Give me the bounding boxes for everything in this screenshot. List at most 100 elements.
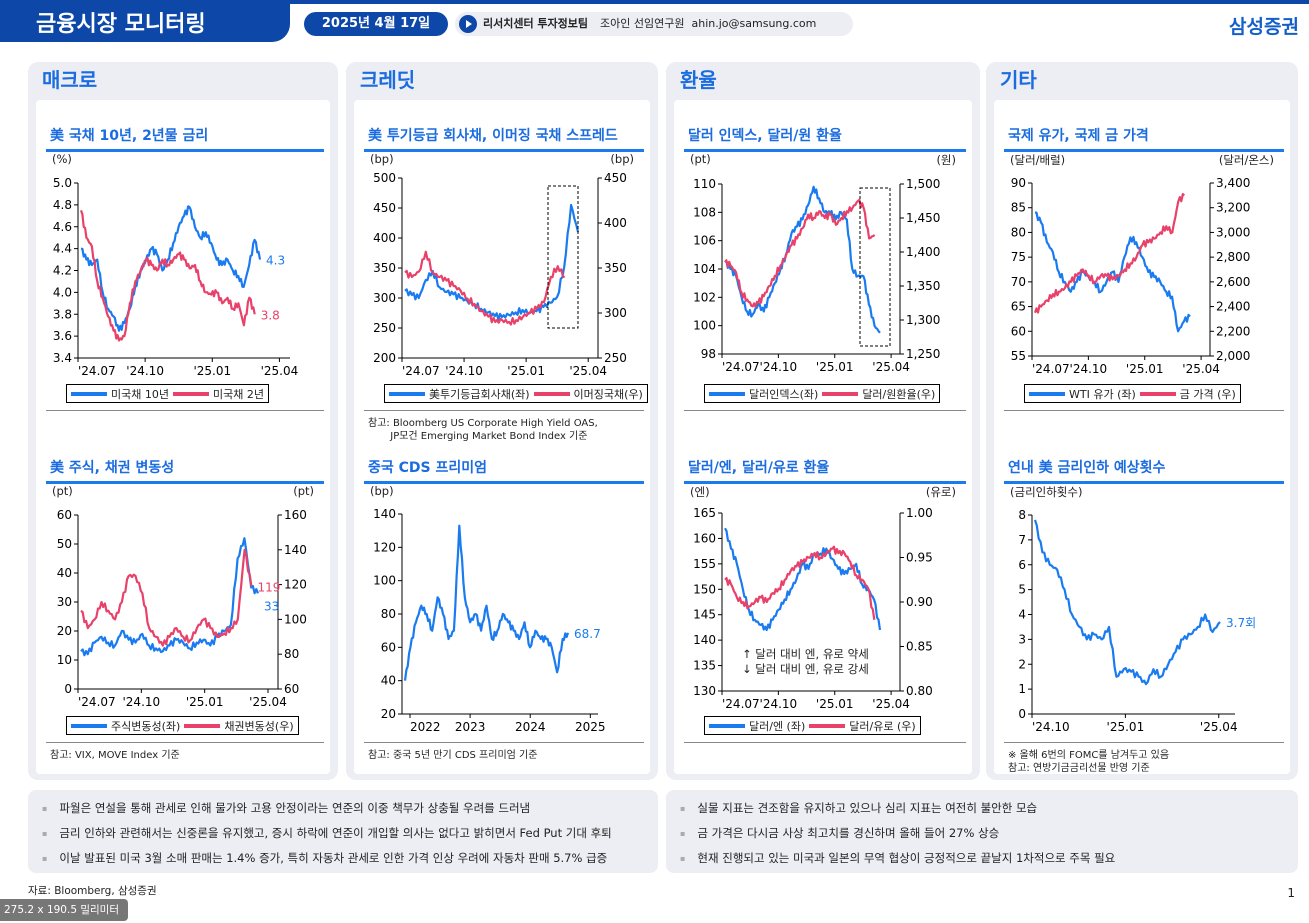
title-underline [1004,149,1284,152]
chart-title: 연내 美 금리인하 예상횟수 [1008,460,1166,476]
y-tick-label: 3 [1018,632,1026,646]
y-tick-label: 20 [381,707,396,721]
divider [1004,742,1284,743]
y-tick-label: 20 [57,624,72,638]
y-tick-label: 60 [381,640,396,654]
x-tick-label: '25.04 [249,695,287,709]
y-tick-label: 120 [373,540,396,554]
chart-legend: 주식변동성(좌) 채권변동성(우) [66,716,299,735]
y-tick-label: 145 [693,608,716,622]
x-tick-label: '24.10 [1070,362,1108,376]
y-tick-label: 102 [693,290,716,304]
chart-title: 美 국채 10년, 2년물 금리 [50,128,209,144]
y2-tick-label: 0.85 [906,640,933,654]
x-tick-label: '25.01 [507,364,545,378]
end-value-label: 3.7회 [1226,616,1256,630]
legend-swatch [1139,391,1176,396]
y-tick-label: 450 [373,201,396,215]
y-tick-label: 140 [693,633,716,647]
x-tick-label: '24.07 [78,364,116,378]
chart-note: ※ 올해 6번의 FOMC를 남겨두고 있음 [1008,750,1170,761]
y-tick-label: 350 [373,261,396,275]
legend-swatch [184,723,221,728]
right-axis-unit: (pt) [293,484,314,498]
header-rule [280,0,1309,4]
legend-label: 달러/유로 (우) [849,719,916,733]
y-tick-label: 65 [1011,300,1026,314]
end-value-label: 33 [264,599,279,613]
y-tick-label: 300 [373,291,396,305]
legend-label: 주식변동성(좌) [111,719,181,733]
y2-tick-label: 3,000 [1216,225,1250,239]
x-tick-label: '24.07 [78,695,116,709]
title-underline [46,481,324,484]
end-value-label: 4.3 [266,254,285,268]
play-icon [459,15,477,33]
x-tick-label: '24.10 [445,364,483,378]
bullet: 이날 발표된 미국 3월 소매 판매는 1.4% 증가, 특히 자동차 관세로 … [42,846,658,871]
commentary-other: 실물 지표는 견조함을 유지하고 있으나 심리 지표는 여전히 불안한 모습 금… [666,790,1298,873]
y2-tick-label: 0.90 [906,595,933,609]
y-tick-label: 3.8 [53,307,72,321]
y2-tick-label: 3,400 [1216,176,1250,190]
y-tick-label: 4.2 [53,264,72,278]
series-line [724,198,876,308]
divider [46,410,324,411]
report-date: 2025년 4월 17일 [304,12,448,36]
y-tick-label: 108 [693,205,716,219]
y-tick-label: 4.8 [53,198,72,212]
y-tick-label: 135 [693,659,716,673]
y-tick-label: 85 [1011,201,1026,215]
chart-note: 참고: Bloomberg US Corporate High Yield OA… [368,418,598,429]
y-tick-label: 40 [381,674,396,688]
title-underline [46,149,324,152]
legend-label: 달러인덱스(좌) [749,387,819,401]
y2-tick-label: 120 [284,578,307,592]
y2-tick-label: 250 [604,351,627,365]
y2-tick-label: 1,350 [906,279,940,293]
chart-legend: 달러인덱스(좌) 달러/원환율(우) [704,384,941,403]
legend-label: 금 가격 (우) [1179,387,1236,401]
chart-annotation: ↓ 달러 대비 엔, 유로 강세 [742,662,869,676]
page-number: 1 [1287,886,1295,900]
title-underline [364,481,644,484]
x-tick-label: '25.04 [872,360,910,374]
section-tab: 환율 [680,68,717,92]
highlight-box [859,187,891,347]
x-tick-label: '25.01 [1107,720,1145,734]
left-axis-unit: (pt) [690,152,711,166]
x-tick-label: '25.01 [816,697,854,711]
x-tick-label: '24.10 [760,697,798,711]
y-tick-label: 80 [381,607,396,621]
right-axis-unit: (원) [936,153,956,167]
section-tab: 매크로 [42,68,98,92]
legend-label: 달러/엔 (좌) [749,719,806,733]
author-email[interactable]: ahin.jo@samsung.com [691,17,817,30]
legend-swatch [71,723,107,728]
title-underline [684,481,966,484]
x-tick-label: '24.10 [123,695,161,709]
legend-label: WTI 유가 (좌) [1069,387,1136,401]
y-tick-label: 50 [57,537,72,551]
chart-note: 참고: 중국 5년 만기 CDS 프리미엄 기준 [368,750,538,761]
y-tick-label: 80 [1011,225,1026,239]
chart-title: 美 주식, 채권 변동성 [50,460,175,476]
y-tick-label: 40 [57,566,72,580]
series-line [404,250,565,326]
series-line [404,203,580,321]
chart-annotation: ↑ 달러 대비 엔, 유로 약세 [742,647,869,661]
y2-tick-label: 1,250 [906,347,940,361]
title-underline [364,149,644,152]
series-line [1033,519,1221,686]
y-tick-label: 140 [373,507,396,521]
x-tick-label: '25.01 [186,695,224,709]
section-card [994,100,1290,774]
highlight-box [547,185,579,329]
legend-swatch [709,723,745,728]
chart-legend: WTI 유가 (좌) 금 가격 (우) [1024,384,1241,403]
x-tick-label: '24.10 [126,364,164,378]
y2-tick-label: 350 [604,261,627,275]
x-tick-label: '25.04 [1182,362,1220,376]
y2-tick-label: 1,450 [906,211,940,225]
x-tick-label: '25.01 [193,364,231,378]
